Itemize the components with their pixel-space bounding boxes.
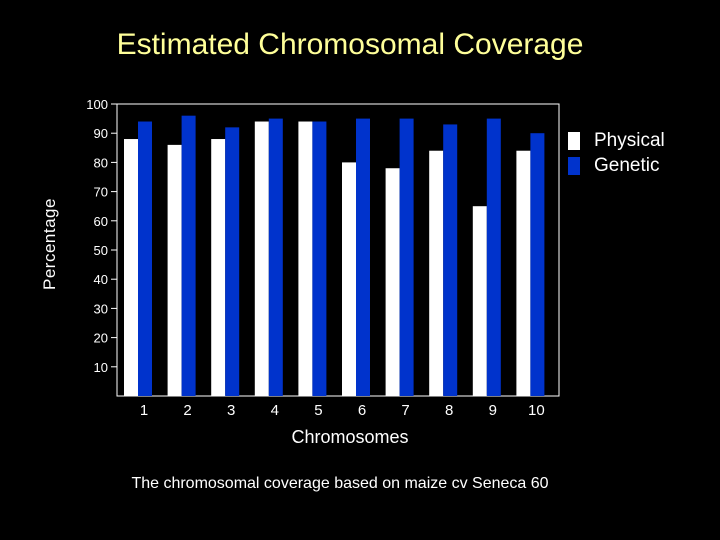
- x-tick-label: 10: [528, 402, 545, 419]
- legend-label-physical: Physical: [594, 129, 665, 151]
- bar-genetic-5: [312, 121, 327, 397]
- x-tick-label: 8: [445, 402, 453, 419]
- y-tick-label: 50: [94, 243, 108, 258]
- bar-physical-4: [254, 121, 269, 397]
- legend-swatch-physical: [568, 131, 580, 150]
- y-tick-label: 60: [94, 214, 108, 229]
- bar-physical-9: [472, 206, 487, 396]
- bar-genetic-10: [530, 133, 545, 396]
- bar-genetic-7: [399, 118, 414, 396]
- legend: Physical Genetic: [568, 128, 665, 178]
- bar-genetic-3: [225, 127, 240, 397]
- x-tick-label: 6: [358, 402, 366, 419]
- bar-physical-2: [167, 144, 182, 396]
- y-tick-label: 100: [86, 97, 108, 112]
- x-tick-label: 5: [314, 402, 322, 419]
- bar-genetic-8: [443, 124, 458, 396]
- y-tick-label: 40: [94, 272, 108, 287]
- bar-physical-7: [385, 168, 400, 396]
- x-tick-label: 1: [140, 402, 148, 419]
- bar-physical-10: [516, 150, 531, 396]
- x-axis-label: Chromosomes: [291, 427, 409, 447]
- bar-physical-3: [211, 139, 226, 397]
- y-tick-label: 70: [94, 185, 108, 200]
- bar-physical-1: [124, 139, 138, 397]
- bar-genetic-1: [138, 121, 152, 397]
- y-tick-label: 30: [94, 301, 108, 316]
- y-tick-label: 90: [94, 126, 108, 141]
- bar-physical-5: [298, 121, 313, 397]
- bar-physical-6: [342, 162, 356, 396]
- legend-item-physical: Physical: [568, 128, 665, 153]
- x-tick-label: 7: [401, 402, 409, 419]
- legend-item-genetic: Genetic: [568, 153, 665, 178]
- legend-label-genetic: Genetic: [594, 154, 660, 176]
- y-tick-label: 80: [94, 155, 108, 170]
- bar-genetic-2: [181, 115, 196, 397]
- caption: The chromosomal coverage based on maize …: [131, 475, 549, 492]
- bar-genetic-6: [356, 118, 370, 396]
- bar-genetic-9: [486, 118, 501, 396]
- y-tick-label: 10: [94, 360, 108, 375]
- x-tick-label: 9: [489, 402, 497, 419]
- x-tick-label: 2: [183, 402, 191, 419]
- legend-swatch-genetic: [568, 156, 580, 175]
- chart-title: Estimated Chromosomal Coverage: [116, 28, 584, 61]
- bar-physical-8: [429, 150, 444, 396]
- y-tick-label: 20: [94, 331, 108, 346]
- bar-genetic-4: [268, 118, 283, 396]
- x-tick-label: 4: [271, 402, 279, 419]
- x-tick-label: 3: [227, 402, 235, 419]
